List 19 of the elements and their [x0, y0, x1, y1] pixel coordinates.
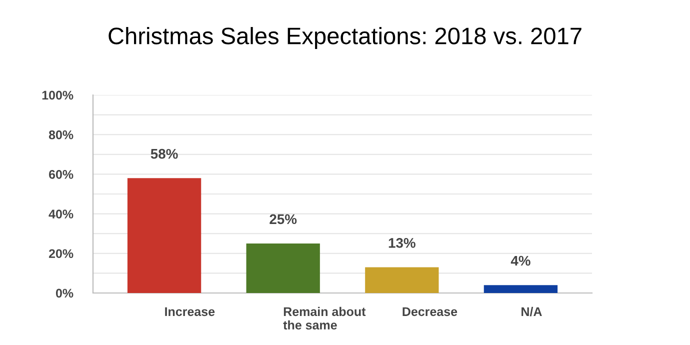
chart-title: Christmas Sales Expectations: 2018 vs. 2017: [108, 26, 582, 50]
x-tick-label: Increase: [165, 307, 215, 316]
bar: [246, 244, 320, 293]
y-tick-label: 0%: [56, 288, 74, 298]
bar: [484, 285, 558, 293]
x-tick-label: Decrease: [402, 307, 458, 316]
y-tick-label: 40%: [48, 210, 74, 218]
bar: [127, 178, 202, 293]
bar: [365, 267, 439, 293]
x-tick-label: N/A: [522, 306, 542, 316]
data-label: 13%: [388, 238, 416, 248]
data-label: 25%: [270, 214, 297, 224]
data-label: 58%: [150, 148, 178, 159]
y-tick-label: 100%: [42, 90, 74, 100]
x-tick-label: Remain about the same: [283, 306, 366, 330]
y-tick-label: 60%: [48, 170, 74, 179]
y-tick-label: 20%: [48, 249, 74, 258]
data-label: 4%: [510, 256, 530, 266]
y-tick-label: 80%: [48, 130, 74, 140]
